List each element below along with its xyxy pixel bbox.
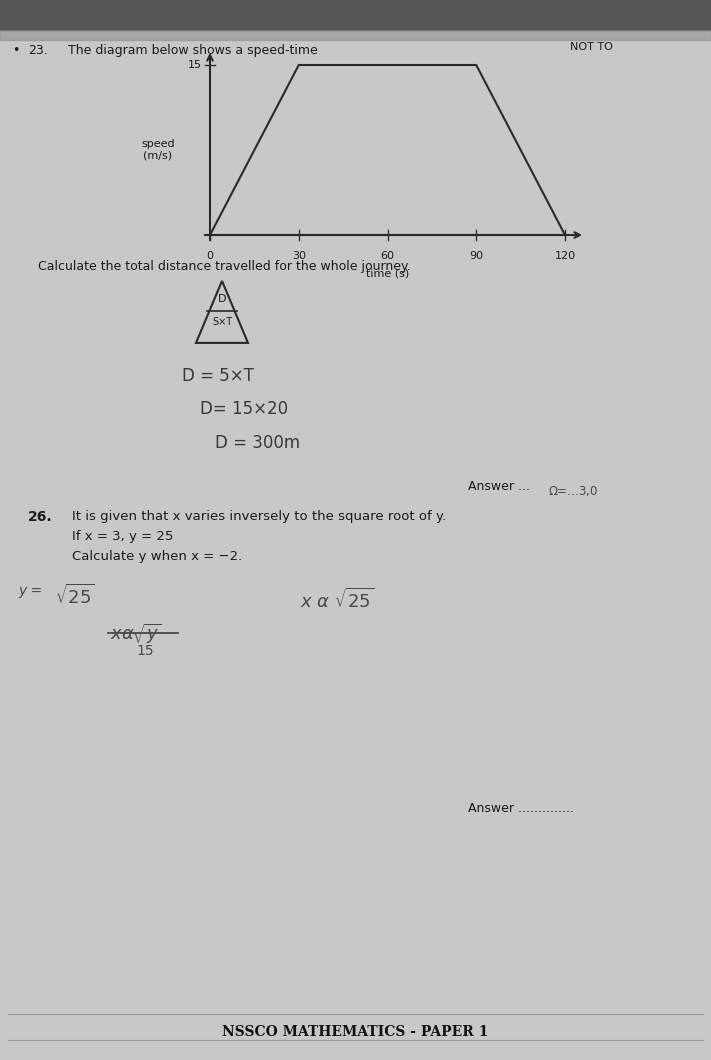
Text: Calculate the total distance travelled for the whole journey.: Calculate the total distance travelled f… [38,260,411,273]
Text: D = 5×T: D = 5×T [182,367,254,385]
Text: 30: 30 [292,251,306,261]
Text: 90: 90 [469,251,483,261]
Text: Answer ...: Answer ... [468,480,530,493]
Text: 15: 15 [188,60,202,70]
Text: 0: 0 [206,251,213,261]
Text: 15: 15 [136,644,154,658]
Text: $\sqrt{25}$: $\sqrt{25}$ [55,584,95,608]
Text: $x\ \alpha\ \sqrt{25}$: $x\ \alpha\ \sqrt{25}$ [300,588,375,613]
Text: NOT TO: NOT TO [570,42,613,52]
Text: Answer ..............: Answer .............. [468,802,574,815]
Text: y =: y = [18,584,42,598]
Text: D= 15×20: D= 15×20 [200,400,288,418]
Text: $x\alpha\sqrt{y}$: $x\alpha\sqrt{y}$ [110,622,161,647]
Bar [0,0,711,30]
Text: D: D [218,295,226,304]
Text: It is given that x varies inversely to the square root of y.: It is given that x varies inversely to t… [72,510,446,523]
Text: 26.: 26. [28,510,53,524]
Text: 120: 120 [555,251,576,261]
Text: If x = 3, y = 25: If x = 3, y = 25 [72,530,173,543]
Bar [0,30,711,40]
Text: $\mathit{\Omega}$=...3,0: $\mathit{\Omega}$=...3,0 [548,484,598,498]
Text: The diagram below shows a speed-time: The diagram below shows a speed-time [68,45,318,57]
Text: NSSCO MATHEMATICS - PAPER 1: NSSCO MATHEMATICS - PAPER 1 [222,1025,488,1039]
Text: speed
(m/s): speed (m/s) [141,139,175,161]
Polygon shape [210,65,565,235]
Text: S×T: S×T [212,317,232,328]
Text: 23.: 23. [28,45,48,57]
Text: time (s): time (s) [366,269,409,279]
Text: D = 300m: D = 300m [215,434,300,452]
Text: Calculate y when x = −2.: Calculate y when x = −2. [72,550,242,563]
Text: •: • [12,45,19,57]
Text: 60: 60 [380,251,395,261]
